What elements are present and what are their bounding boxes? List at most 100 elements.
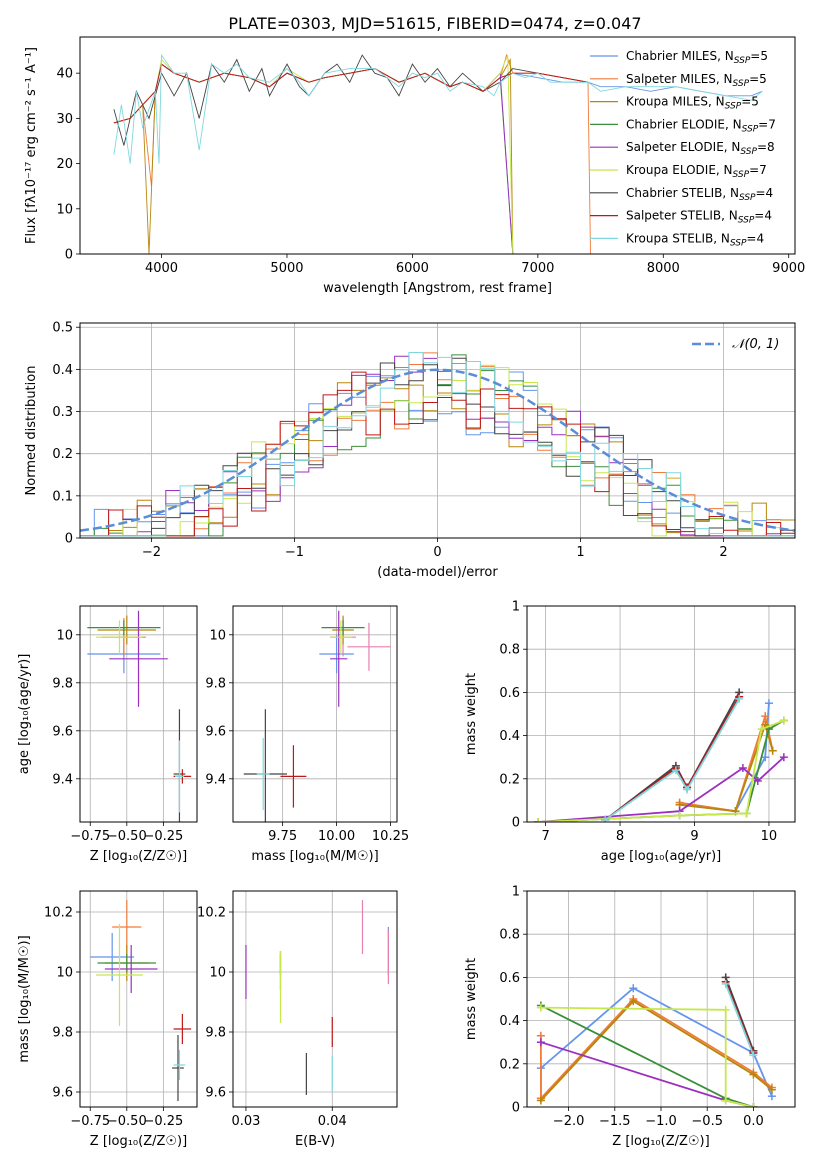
weight-line	[724, 983, 755, 1056]
axes-frame	[79, 36, 796, 255]
x-tick-label: 7000	[521, 261, 554, 276]
legend-label: Kroupa ELODIE, NSSP=7	[626, 163, 767, 180]
y-tick-label: 0	[512, 1101, 520, 1116]
x-axis-label: mass [log₁₀(M/M☉)]	[251, 849, 378, 864]
y-tick-label: 10	[209, 628, 226, 643]
y-tick-label: 0.4	[499, 1014, 520, 1029]
x-tick-label: 10.00	[318, 829, 355, 844]
legend-label: Salpeter MILES, NSSP=5	[626, 72, 767, 89]
x-axis-label: Z [log₁₀(Z/Z☉)]	[612, 1134, 709, 1149]
panel-residuals: −2 −1 0 1 2 0 0.1 0.2 0.3 0.4 0.5 (data-model)/erro…	[24, 321, 796, 580]
panel-mass-vs-ebv: 0.03 0.04 9.6 9.8 10 10.2 E(B-V)	[197, 890, 398, 1149]
y-axis-label: Flux [fλ10⁻¹⁷ erg cm⁻² s⁻¹ A⁻¹]	[24, 47, 39, 244]
panel-weight-vs-age: 7 8 9 10 0 0.2 0.4 0.6 0.8 1 age [log₁₀(age/yr)] ma…	[464, 600, 796, 864]
x-tick-label: 1	[576, 545, 584, 560]
x-tick-label: 10	[761, 829, 778, 844]
legend-label: Chabrier STELIB, NSSP=4	[626, 186, 773, 203]
y-axis-label: mass weight	[464, 958, 479, 1040]
x-tick-label: −0.75	[70, 829, 110, 844]
histogram-step	[80, 352, 795, 537]
y-tick-label: 10	[56, 628, 73, 643]
y-tick-label: 0	[65, 532, 73, 547]
y-tick-label: 0.5	[52, 321, 73, 336]
x-tick-label: 0.03	[231, 1114, 260, 1129]
y-tick-label: 9.6	[52, 1086, 73, 1101]
x-tick-label: 0	[433, 545, 441, 560]
axes-frame	[526, 890, 796, 1108]
x-tick-label: −2	[142, 545, 161, 560]
x-tick-label: 5000	[270, 261, 303, 276]
y-axis-label: mass [log₁₀(M/M☉)]	[17, 935, 32, 1062]
axes-frame	[232, 605, 398, 823]
spectrum-line	[113, 53, 591, 254]
weight-lines	[534, 688, 788, 822]
weight-lines	[536, 973, 776, 1107]
x-axis-label: Z [log₁₀(Z/Z☉)]	[90, 1134, 187, 1149]
x-tick-label: −0.75	[70, 1114, 110, 1129]
weight-line	[540, 1000, 773, 1102]
y-tick-label: 0.8	[499, 643, 520, 658]
axes-frame	[79, 605, 198, 823]
panel-age-vs-Z: −0.75−0.50−0.25 9.4 9.6 9.8 10 Z [log₁₀(Z/Z☉)…	[17, 605, 198, 864]
errorbars	[87, 610, 192, 822]
x-tick-label: −0.25	[143, 1114, 183, 1129]
x-axis-label: E(B-V)	[295, 1134, 335, 1149]
spectrum-line	[113, 53, 763, 164]
y-tick-label: 0.6	[499, 971, 520, 986]
y-tick-label: 0.2	[499, 772, 520, 787]
y-tick-label: 0	[65, 248, 73, 263]
panel-spectrum: 4000 5000 6000 7000 8000 9000 0 10 20 30 40 wavelen…	[24, 36, 805, 296]
spectrum-line	[113, 63, 514, 254]
legend-label: Salpeter ELODIE, NSSP=8	[626, 140, 775, 157]
legend-label: Kroupa STELIB, NSSP=4	[626, 231, 764, 248]
y-tick-label: 0.4	[52, 363, 73, 378]
y-tick-label: 20	[56, 157, 73, 172]
x-tick-label: 9000	[772, 261, 805, 276]
spectrum-line	[113, 54, 514, 254]
histogram-step	[80, 377, 795, 537]
x-tick-label: 9.75	[268, 829, 297, 844]
y-tick-label: 0.4	[499, 729, 520, 744]
y-tick-label: 9.8	[52, 1026, 73, 1041]
x-tick-label: 9	[690, 829, 698, 844]
spectrum-legend: Chabrier MILES, NSSP=5 Salpeter MILES, NS…	[590, 49, 776, 248]
y-axis-label: mass weight	[464, 673, 479, 755]
x-tick-label: 4000	[145, 261, 178, 276]
x-tick-label: −1	[285, 545, 304, 560]
panel-mass-vs-Z: −0.75−0.50−0.25 9.6 9.8 10 10.2 Z [log₁₀(Z/Z☉…	[17, 890, 198, 1149]
spectrum-line	[113, 63, 514, 254]
weight-line	[724, 977, 755, 1052]
x-tick-label: 10.25	[372, 829, 409, 844]
errorbars	[243, 610, 391, 822]
panel-weight-vs-Z: −2.0 −1.5 −1.0 −0.5 0.0 0 0.2 0.4 0.6 0.8 1 Z [log₁…	[464, 885, 796, 1149]
x-axis-label: (data-model)/error	[377, 565, 498, 580]
normal-curve	[80, 368, 795, 532]
x-tick-label: 0.0	[743, 1114, 764, 1129]
weight-line	[604, 696, 740, 821]
legend-label: Salpeter STELIB, NSSP=4	[626, 209, 772, 226]
x-axis-label: age [log₁₀(age/yr)]	[601, 849, 722, 864]
legend-label: Kroupa MILES, NSSP=5	[626, 95, 759, 112]
y-tick-label: 9.6	[205, 724, 226, 739]
y-tick-label: 9.4	[205, 772, 226, 787]
weight-line	[540, 987, 773, 1099]
histogram-steps	[80, 352, 795, 537]
y-tick-label: 0.8	[499, 928, 520, 943]
axes-frame	[526, 605, 796, 823]
histogram-step	[80, 371, 795, 537]
y-axis-label: Normed distribution	[24, 366, 39, 496]
x-tick-label: −0.50	[107, 829, 147, 844]
y-tick-label: 40	[56, 67, 73, 82]
x-axis-label: Z [log₁₀(Z/Z☉)]	[90, 849, 187, 864]
x-tick-label: −1.5	[599, 1114, 631, 1129]
x-tick-label: 8	[616, 829, 624, 844]
y-tick-label: 9.8	[205, 1026, 226, 1041]
x-tick-label: 7	[541, 829, 549, 844]
legend-label: Chabrier MILES, NSSP=5	[626, 49, 768, 66]
x-tick-label: −2.0	[553, 1114, 585, 1129]
panel-age-vs-mass: 9.75 10.00 10.25 9.4 9.6 9.8 10 mass [log₁₀(M/M…	[205, 605, 409, 864]
y-tick-label: 10	[209, 966, 226, 981]
legend-label: Chabrier ELODIE, NSSP=7	[626, 117, 776, 134]
y-tick-label: 10.2	[44, 906, 73, 921]
